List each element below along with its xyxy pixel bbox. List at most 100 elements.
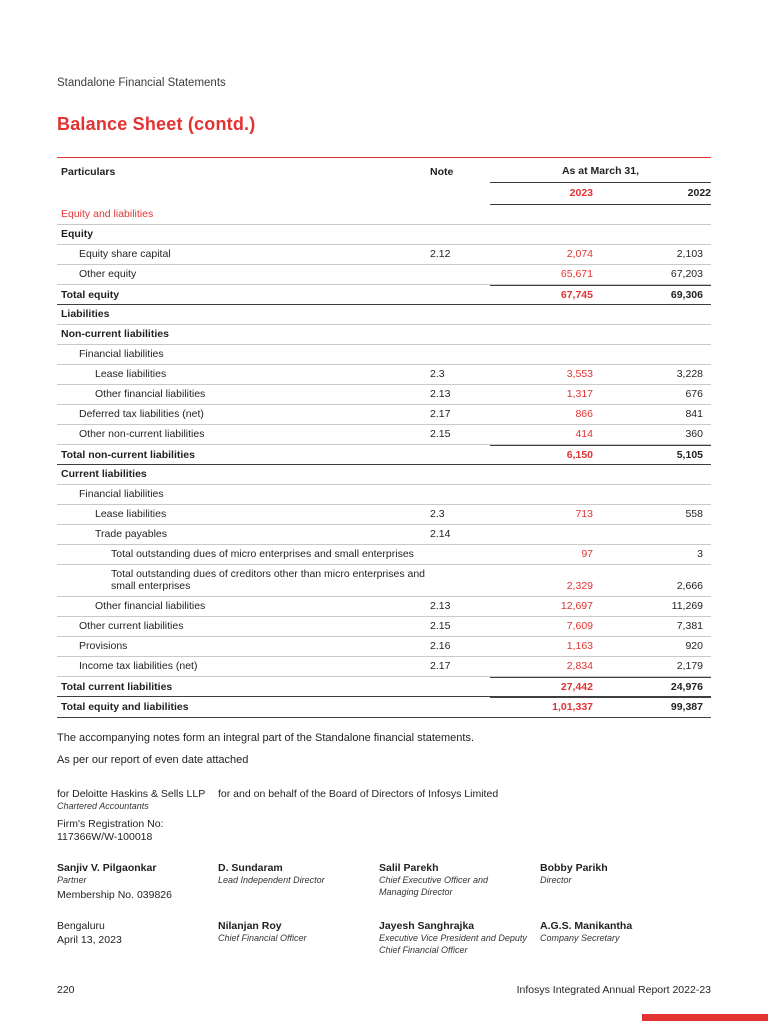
row-value-2022: 841 (593, 405, 711, 425)
table-row: Equity share capital 2.12 2,074 2,103 (57, 245, 711, 265)
row-note (430, 265, 490, 285)
row-value-2022: 676 (593, 385, 711, 405)
table-row: Current liabilities (57, 465, 711, 486)
table-row: Total non-current liabilities 6,150 5,105 (57, 444, 711, 466)
row-value-2022: 920 (593, 637, 711, 657)
row-note: 2.17 (430, 405, 490, 425)
row-note: 2.16 (430, 637, 490, 657)
table-row: Income tax liabilities (net) 2.17 2,834 2,1… (57, 657, 711, 677)
row-value-2022: 558 (593, 505, 711, 525)
table-row: Total equity and liabilities 1,01,337 99,3… (57, 697, 711, 719)
signatory-block: Sanjiv V. Pilgaonkar Partner Membership No… (57, 862, 218, 902)
row-value-2022 (593, 325, 711, 346)
row-note (430, 285, 490, 306)
row-value-2022: 69,306 (593, 284, 711, 306)
table-row: Other financial liabilities 2.13 1,317 676 (57, 385, 711, 405)
signatory-title: Company Secretary (540, 933, 620, 944)
row-label: Provisions (57, 637, 430, 657)
row-value-2022: 67,203 (593, 265, 711, 285)
table-row: Financial liabilities (57, 345, 711, 365)
row-value-2022 (593, 225, 711, 245)
signatory-name: Salil Parekh (379, 861, 439, 874)
row-value-2023: 1,01,337 (490, 697, 593, 719)
row-value-2023 (490, 225, 593, 245)
table-row: Total outstanding dues of micro enterpri… (57, 545, 711, 565)
row-value-2023: 1,317 (490, 385, 593, 405)
row-value-2023: 65,671 (490, 265, 593, 285)
signature-row-2: Bengaluru April 13, 2023 Nilanjan Roy Chief… (57, 920, 711, 957)
table-header: Particulars Note As at March 31, 2023 20… (57, 158, 711, 205)
row-value-2022: 360 (593, 425, 711, 445)
signatory-title: Director (540, 875, 572, 886)
row-note: 2.17 (430, 657, 490, 677)
section-eyebrow: Standalone Financial Statements (57, 77, 226, 89)
row-label: Total non-current liabilities (57, 445, 430, 466)
row-label: Total equity and liabilities (57, 697, 430, 719)
column-header-note: Note (430, 165, 454, 178)
row-value-2023: 97 (490, 545, 593, 565)
row-note: 2.12 (430, 245, 490, 265)
page-title: Balance Sheet (contd.) (57, 114, 256, 134)
row-value-2022: 2,179 (593, 657, 711, 677)
row-label: Other financial liabilities (57, 597, 430, 617)
page-number: 220 (57, 984, 75, 996)
row-note (430, 565, 490, 597)
row-note: 2.13 (430, 385, 490, 405)
signatory-title: Partner (57, 875, 87, 886)
row-label: Equity (57, 225, 430, 245)
signature-row-firms: for Deloitte Haskins & Sells LLP Charter… (57, 788, 711, 844)
signatory-block: Jayesh Sanghrajka Executive Vice Presiden… (379, 920, 540, 957)
signatory-block: D. Sundaram Lead Independent Director (218, 862, 379, 902)
row-value-2022 (593, 205, 711, 225)
column-header-date: As at March 31, (490, 158, 711, 183)
row-note (430, 485, 490, 506)
row-label: Current liabilities (57, 465, 430, 486)
signatory-name: Jayesh Sanghrajka (379, 919, 475, 932)
header-spacer (430, 183, 490, 205)
row-label: Lease liabilities (57, 365, 430, 385)
row-label: Equity share capital (57, 245, 430, 265)
row-note (430, 325, 490, 346)
row-value-2023 (490, 465, 593, 486)
table-row: Equity and liabilities (57, 205, 711, 225)
table-row: Total outstanding dues of creditors othe… (57, 565, 711, 597)
row-value-2022: 3 (593, 545, 711, 565)
row-value-2022: 3,228 (593, 365, 711, 385)
balance-sheet-body: Equity and liabilities Equity Equity share… (57, 205, 711, 719)
auditor-firm-type: Chartered Accountants (57, 801, 149, 812)
row-note (430, 345, 490, 365)
signatory-block: Nilanjan Roy Chief Financial Officer (218, 920, 379, 957)
page-footer: 220 Infosys Integrated Annual Report 202… (57, 984, 711, 996)
row-note: 2.3 (430, 505, 490, 525)
auditor-for-line: for Deloitte Haskins & Sells LLP (57, 788, 206, 801)
signatory-block: A.G.S. Manikantha Company Secretary (540, 920, 701, 957)
signatory-name: A.G.S. Manikantha (540, 919, 633, 932)
row-label: Financial liabilities (57, 485, 430, 506)
signatory-name: D. Sundaram (218, 861, 283, 874)
row-label: Financial liabilities (57, 345, 430, 365)
row-label: Total outstanding dues of micro enterpri… (57, 545, 430, 565)
row-value-2023: 2,074 (490, 245, 593, 265)
table-row: Other current liabilities 2.15 7,609 7,381 (57, 617, 711, 637)
signatory-block: Bengaluru April 13, 2023 (57, 920, 218, 957)
row-value-2023 (490, 205, 593, 225)
accompanying-notes-text: The accompanying notes form an integral … (57, 732, 475, 745)
row-note (430, 305, 490, 326)
row-note (430, 225, 490, 245)
header-spacer (57, 183, 430, 205)
table-row: Other financial liabilities 2.13 12,697 11,… (57, 597, 711, 617)
signature-row-1: Sanjiv V. Pilgaonkar Partner Membership No… (57, 862, 711, 902)
table-row: Deferred tax liabilities (net) 2.17 866 841 (57, 405, 711, 425)
row-value-2022: 2,103 (593, 245, 711, 265)
signatory-extra: Membership No. 039826 (57, 889, 172, 902)
column-header-2023: 2023 (490, 183, 593, 205)
signatory-title: Executive Vice President and Deputy Chie… (379, 933, 527, 956)
table-row: Other non-current liabilities 2.15 414 360 (57, 425, 711, 445)
row-value-2023: 866 (490, 405, 593, 425)
row-value-2023 (490, 345, 593, 365)
signatory-title: Chief Executive Officer and Managing Dir… (379, 875, 489, 898)
auditor-block: for Deloitte Haskins & Sells LLP Charter… (57, 788, 218, 844)
row-value-2023: 2,834 (490, 657, 593, 677)
signatory-title: Chief Financial Officer (218, 933, 307, 944)
auditor-registration-label: Firm's Registration No: (57, 817, 164, 830)
